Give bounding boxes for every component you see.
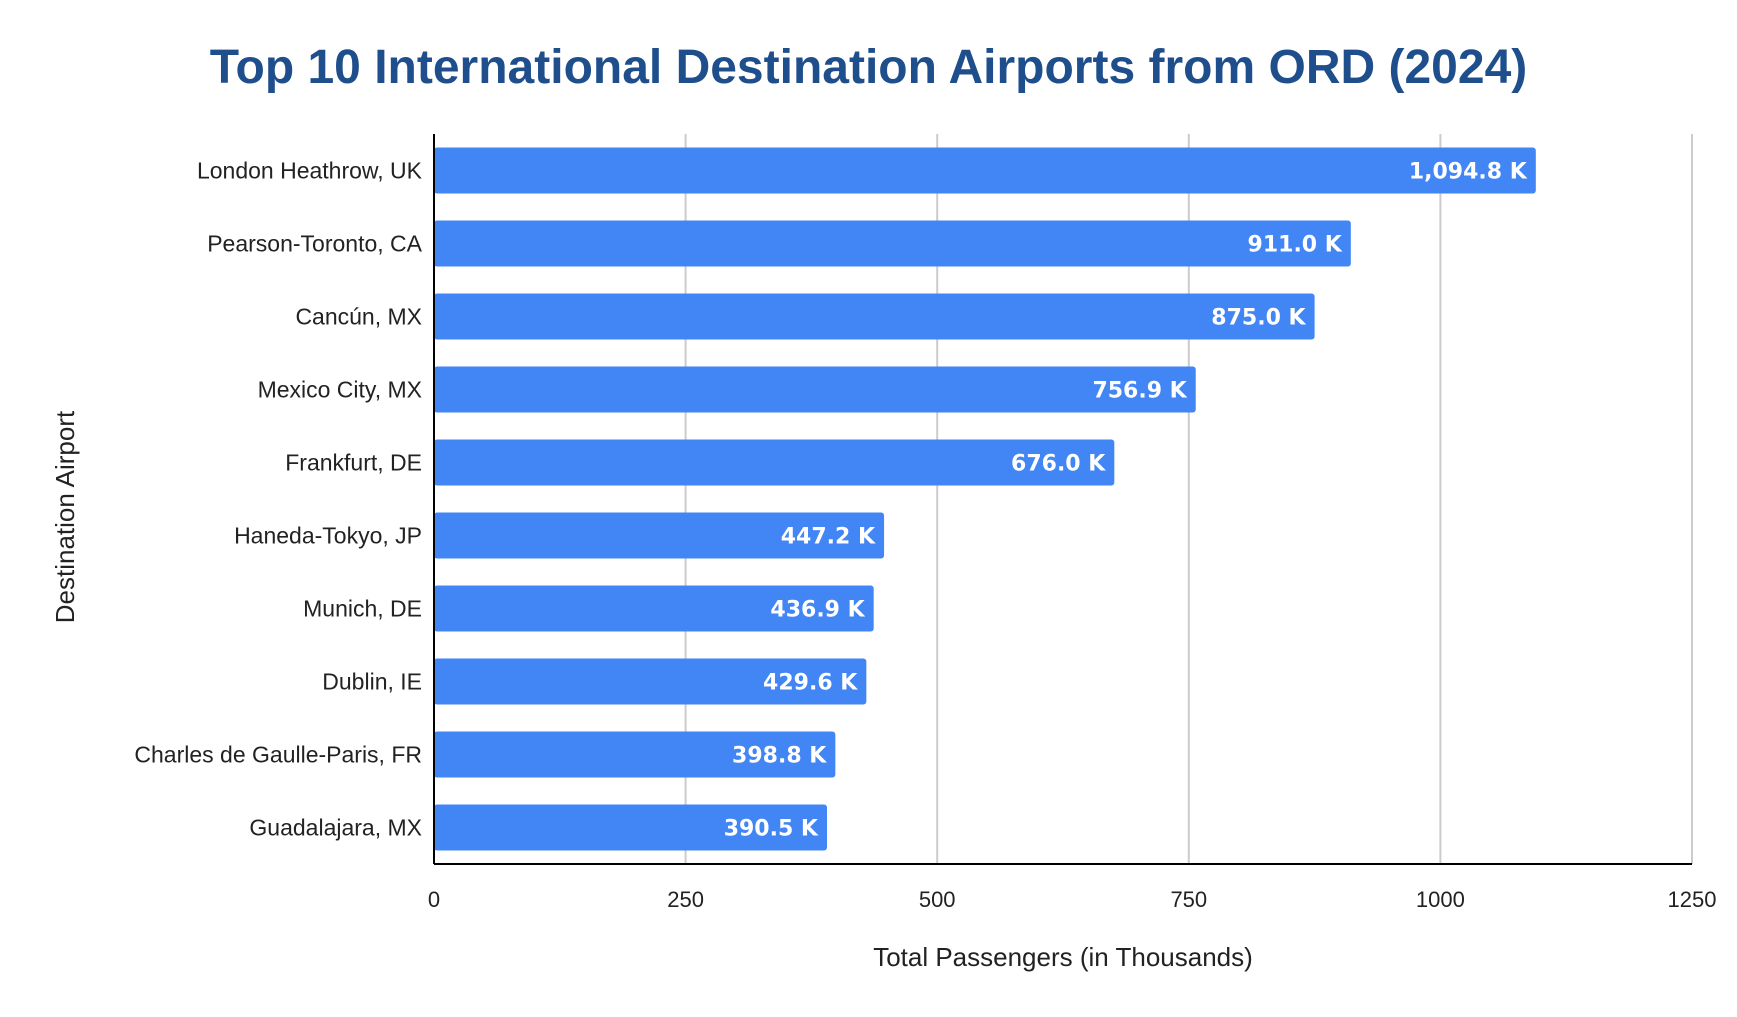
axes — [433, 134, 1692, 865]
bar — [434, 804, 827, 851]
category-label: Munich, DE — [303, 596, 422, 622]
category-label: Pearson-Toronto, CA — [207, 231, 422, 257]
bar — [434, 731, 836, 778]
data-label: 875.0 K — [1211, 306, 1306, 331]
x-tick-label: 500 — [919, 887, 956, 912]
category-label: Guadalajara, MX — [249, 815, 422, 841]
data-label: 436.9 K — [770, 598, 865, 623]
x-axis-title: Total Passengers (in Thousands) — [873, 942, 1253, 972]
bar — [434, 366, 1196, 413]
x-tick-label: 1250 — [1668, 887, 1717, 912]
x-tick-label: 250 — [667, 887, 704, 912]
y-axis-title: Destination Airport — [50, 410, 80, 623]
category-label: Dublin, IE — [322, 669, 422, 695]
category-label: London Heathrow, UK — [197, 158, 423, 184]
labels: 0 250 500 750 1000 1250 London Heathrow, UK 1,0… — [134, 158, 1716, 913]
data-label: 756.9 K — [1092, 379, 1187, 404]
bar — [434, 585, 874, 632]
category-label: Frankfurt, DE — [285, 450, 422, 476]
bar — [434, 147, 1536, 194]
bar — [434, 220, 1351, 267]
bar — [434, 293, 1315, 340]
data-label: 390.5 K — [724, 817, 819, 842]
category-label: Mexico City, MX — [258, 377, 422, 403]
data-label: 429.6 K — [763, 671, 858, 696]
bar — [434, 658, 867, 705]
data-label: 911.0 K — [1248, 233, 1343, 258]
category-label: Cancún, MX — [295, 304, 422, 330]
data-label: 676.0 K — [1011, 452, 1106, 477]
data-label: 1,094.8 K — [1409, 160, 1528, 185]
x-tick-label: 750 — [1170, 887, 1207, 912]
category-label: Charles de Gaulle-Paris, FR — [134, 742, 422, 768]
bar — [434, 439, 1115, 486]
category-label: Haneda-Tokyo, JP — [234, 523, 422, 549]
data-label: 447.2 K — [781, 525, 876, 550]
chart-title: Top 10 International Destination Airport… — [209, 41, 1528, 94]
bars — [434, 147, 1536, 851]
bar — [434, 512, 885, 559]
data-label: 398.8 K — [732, 744, 827, 769]
x-tick-label: 0 — [428, 887, 440, 912]
x-tick-label: 1000 — [1416, 887, 1465, 912]
